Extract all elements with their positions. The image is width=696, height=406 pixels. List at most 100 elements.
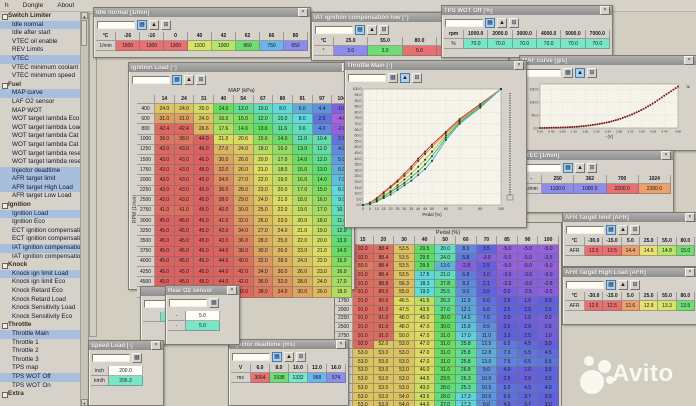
- value-cell[interactable]: 53.0: [373, 375, 395, 384]
- value-cell[interactable]: 45.0: [155, 256, 175, 267]
- value-cell[interactable]: 1.5: [517, 297, 539, 306]
- value-cell[interactable]: 6.8: [456, 271, 477, 280]
- sidebar-item-throttle-3[interactable]: Throttle 3: [12, 355, 39, 363]
- value-cell[interactable]: 20.0: [273, 185, 293, 196]
- sidebar-item-ignition-load[interactable]: Ignition Load: [0, 209, 81, 219]
- value-cell[interactable]: 21.0: [214, 134, 234, 145]
- value-cell[interactable]: 8.2: [456, 279, 477, 289]
- table-view-icon[interactable]: ▦: [132, 352, 142, 363]
- table-view-icon[interactable]: ▦: [388, 72, 398, 83]
- table-view-icon[interactable]: ▦: [485, 17, 495, 28]
- value-cell[interactable]: 3.5: [538, 366, 559, 376]
- value-cell[interactable]: 30.0: [214, 154, 234, 166]
- grid-icon[interactable]: ⊞: [630, 224, 640, 235]
- chart-view-icon[interactable]: ▲: [149, 19, 159, 30]
- afr-target-limit-table[interactable]: °C -30.0 -15.0 5.0 25.0 55.0 80.0 AFR 13.5 13.5 14…: [565, 237, 695, 256]
- chart-view-icon[interactable]: ▲: [497, 17, 507, 28]
- close-icon[interactable]: ×: [298, 8, 308, 17]
- value-cell[interactable]: 28.0: [435, 392, 456, 402]
- value-cell[interactable]: 10.4: [312, 134, 333, 145]
- value-cell[interactable]: 21.0: [435, 271, 456, 280]
- value-cell[interactable]: 9.6: [292, 124, 313, 135]
- value-cell[interactable]: 574: [327, 373, 346, 383]
- value-cell[interactable]: 2.0: [517, 366, 539, 376]
- value-cell[interactable]: 14.0: [273, 134, 293, 145]
- value-cell[interactable]: 27.0: [233, 175, 254, 186]
- titlebar[interactable]: VTEC [1/min] ×: [520, 151, 673, 160]
- value-cell[interactable]: 43.0: [155, 195, 175, 206]
- value-cell[interactable]: 16.0: [312, 195, 333, 206]
- value-cell[interactable]: 43.0: [155, 165, 175, 176]
- value-cell[interactable]: 1.0: [476, 271, 498, 280]
- value-cell[interactable]: 91.0: [353, 323, 374, 332]
- value-cell[interactable]: 20.6: [233, 134, 254, 145]
- value-cell[interactable]: 1.0: [538, 331, 559, 341]
- value-cell[interactable]: 24.0: [273, 226, 293, 237]
- value-cell[interactable]: 15.0: [233, 114, 254, 125]
- value-cell[interactable]: 3.0: [538, 392, 559, 402]
- value-cell[interactable]: 1938: [270, 373, 289, 383]
- sidebar-item-vtec-minimum-speed[interactable]: VTEC minimum speed: [12, 72, 75, 80]
- value-cell[interactable]: 29.5: [414, 253, 436, 263]
- value-cell[interactable]: 22.0: [312, 256, 333, 267]
- value-input[interactable]: [132, 75, 170, 84]
- grid-icon[interactable]: ⊞: [509, 17, 519, 28]
- value-cell[interactable]: 11.0: [292, 134, 313, 145]
- sidebar-item-tps-map[interactable]: TPS map: [12, 364, 39, 372]
- value-input[interactable]: [169, 298, 207, 307]
- value-cell[interactable]: 9.0: [476, 401, 498, 406]
- value-cell[interactable]: 21.0: [273, 195, 293, 206]
- value-cell[interactable]: 45.0: [155, 267, 175, 278]
- value-cell[interactable]: 4.0: [538, 384, 559, 393]
- value-cell[interactable]: -5.0: [517, 245, 539, 254]
- value-cell[interactable]: 47.0: [414, 340, 436, 350]
- value-cell[interactable]: 3.5: [538, 305, 559, 315]
- value-cell[interactable]: 44.0: [414, 401, 436, 406]
- value-cell[interactable]: 17.6: [214, 124, 234, 135]
- value-cell[interactable]: 26.0: [233, 154, 254, 166]
- value-cell[interactable]: 19.0: [312, 226, 333, 237]
- value-cell[interactable]: 70.0: [585, 39, 610, 49]
- chart-view-icon[interactable]: ▲: [618, 224, 628, 235]
- value-cell[interactable]: 28.0: [435, 384, 456, 393]
- value-input[interactable]: [315, 25, 353, 34]
- value-cell[interactable]: 48.0: [394, 314, 415, 324]
- value-cell[interactable]: 19.0: [273, 175, 293, 186]
- value-cell[interactable]: 88.4: [373, 262, 395, 272]
- value-cell[interactable]: 28.0: [253, 236, 274, 247]
- value-cell[interactable]: 2.0: [517, 375, 539, 384]
- value-cell[interactable]: 22.0: [273, 205, 293, 217]
- sidebar-item-throttle-2[interactable]: Throttle 2: [12, 347, 39, 355]
- chart-view-icon[interactable]: ▲: [618, 279, 628, 290]
- value-cell[interactable]: 5.0: [402, 46, 438, 56]
- value-cell[interactable]: 16.0: [292, 175, 313, 186]
- grid-icon[interactable]: ⊞: [296, 351, 306, 362]
- value-cell[interactable]: 0.0: [497, 288, 518, 298]
- close-icon[interactable]: ×: [661, 151, 671, 160]
- value-cell[interactable]: 5.0: [497, 384, 518, 393]
- close-icon[interactable]: ×: [600, 6, 610, 15]
- value-cell[interactable]: 91.0: [373, 331, 395, 341]
- value-cell[interactable]: 44.5: [414, 375, 436, 384]
- value-cell[interactable]: 36.0: [253, 277, 274, 288]
- value-cell[interactable]: 56.3: [394, 279, 415, 289]
- table-view-icon[interactable]: ▦: [355, 24, 365, 35]
- value-cell[interactable]: 52.0: [373, 340, 395, 350]
- titlebar[interactable]: [141, 287, 165, 296]
- value-cell[interactable]: 960: [236, 41, 260, 51]
- speed-load-table[interactable]: inch 200.0 km/h 206.3: [91, 366, 163, 386]
- value-cell[interactable]: 24.0: [312, 277, 333, 288]
- titlebar[interactable]: Rear O2 sensor ×: [166, 286, 239, 295]
- value-cell[interactable]: 9.0: [456, 288, 477, 298]
- value-cell[interactable]: 17.0: [292, 185, 313, 196]
- value-cell[interactable]: 17.0: [332, 277, 352, 288]
- value-cell[interactable]: 30.0: [292, 287, 313, 298]
- value-cell[interactable]: 1100: [188, 41, 212, 51]
- value-cell[interactable]: 88.4: [373, 245, 395, 254]
- value-cell[interactable]: 43.5: [414, 305, 436, 315]
- throttle-main-chart[interactable]: 0.05.010.015.020.025.030.035.040.045.050…: [345, 85, 520, 225]
- value-cell[interactable]: 46.0: [194, 144, 215, 155]
- idle-normal-table[interactable]: °C -26 -16 0 40 42 62 66 80 1/min 1500 1300 1300 1100…: [96, 32, 308, 51]
- chart-view-icon[interactable]: ▲: [184, 74, 194, 85]
- value-cell[interactable]: 45.0: [174, 216, 195, 227]
